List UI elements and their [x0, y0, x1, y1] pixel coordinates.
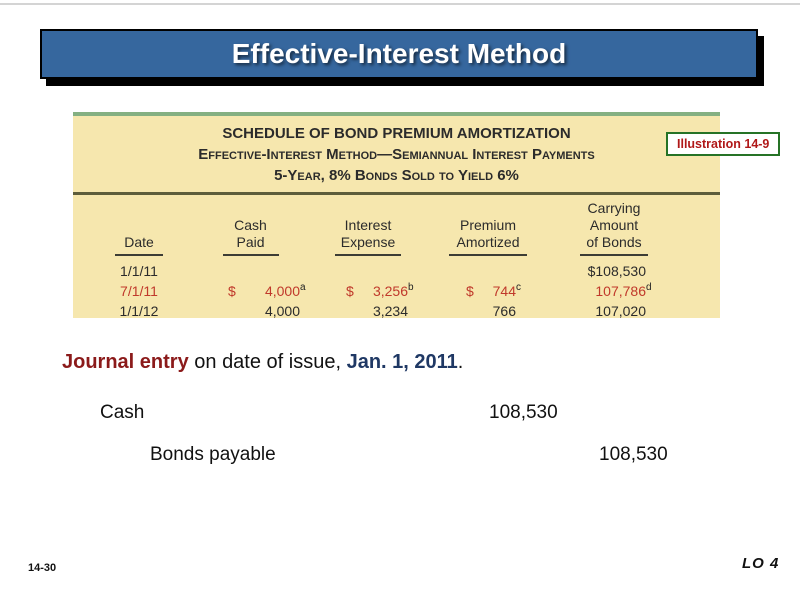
- header-underline: [335, 254, 401, 256]
- table-header-row: Date Cash Paid Interest Expense Premium …: [73, 195, 720, 256]
- journal-caption-period: .: [457, 351, 464, 373]
- table-title-line2: Effective-Interest Method—Semiannual Int…: [198, 146, 595, 163]
- journal-caption: Journal entry on date of issue, Jan. 1, …: [62, 351, 463, 374]
- learning-objective-label: LO 4: [742, 555, 780, 572]
- table-row: 1/1/12 4,000 3,234 766 107,020: [119, 303, 646, 319]
- col-header-cash-paid: Cash Paid: [193, 200, 308, 256]
- header-underline: [115, 254, 163, 256]
- credit-amount: 108,530: [599, 444, 668, 465]
- credit-account: Bonds payable: [150, 444, 276, 465]
- journal-caption-lead: Journal entry: [62, 351, 189, 373]
- debit-amount: 108,530: [489, 402, 558, 423]
- col-header-premium-amortized: Premium Amortized: [428, 200, 548, 256]
- table-divider: [73, 192, 720, 195]
- col-header-date: Date: [73, 200, 193, 256]
- page-title: Effective-Interest Method: [231, 38, 567, 69]
- table-row: 1/1/11 $108,530: [120, 263, 646, 279]
- table-body: 1/1/11 $108,530 7/1/11 $: [73, 256, 720, 321]
- journal-caption-middle: on date of issue,: [188, 351, 347, 373]
- debit-account: Cash: [100, 402, 145, 423]
- header-underline: [580, 254, 648, 256]
- table-title-block: SCHEDULE OF BOND PREMIUM AMORTIZATION Ef…: [73, 116, 720, 186]
- table-title-line3: 5-Year, 8% Bonds Sold to Yield 6%: [274, 167, 519, 184]
- slide-top-edge: [0, 3, 800, 5]
- table-row-highlighted: 7/1/11 $ 4,000a $ 3,256b $ 744c 107,786d: [120, 282, 652, 299]
- col-header-interest-expense: Interest Expense: [308, 200, 428, 256]
- header-underline: [449, 254, 527, 256]
- amortization-schedule-table: SCHEDULE OF BOND PREMIUM AMORTIZATION Ef…: [73, 112, 720, 321]
- table-title-line1: SCHEDULE OF BOND PREMIUM AMORTIZATION: [222, 125, 571, 142]
- illustration-badge: Illustration 14-9: [666, 132, 781, 156]
- journal-caption-date: Jan. 1, 2011: [346, 351, 458, 373]
- header-underline: [222, 254, 279, 256]
- title-banner: Effective-Interest Method: [40, 29, 758, 79]
- col-header-carrying-amount: Carrying Amount of Bonds: [548, 200, 720, 256]
- slide-number: 14-30: [28, 562, 57, 574]
